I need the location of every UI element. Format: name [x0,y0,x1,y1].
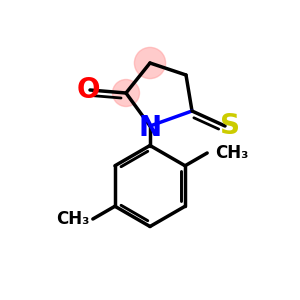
Circle shape [134,47,166,79]
Text: CH₃: CH₃ [215,144,248,162]
Text: CH₃: CH₃ [56,210,90,228]
Text: N: N [138,113,162,142]
Text: O: O [77,76,100,104]
Text: S: S [220,112,239,140]
Circle shape [112,80,140,106]
